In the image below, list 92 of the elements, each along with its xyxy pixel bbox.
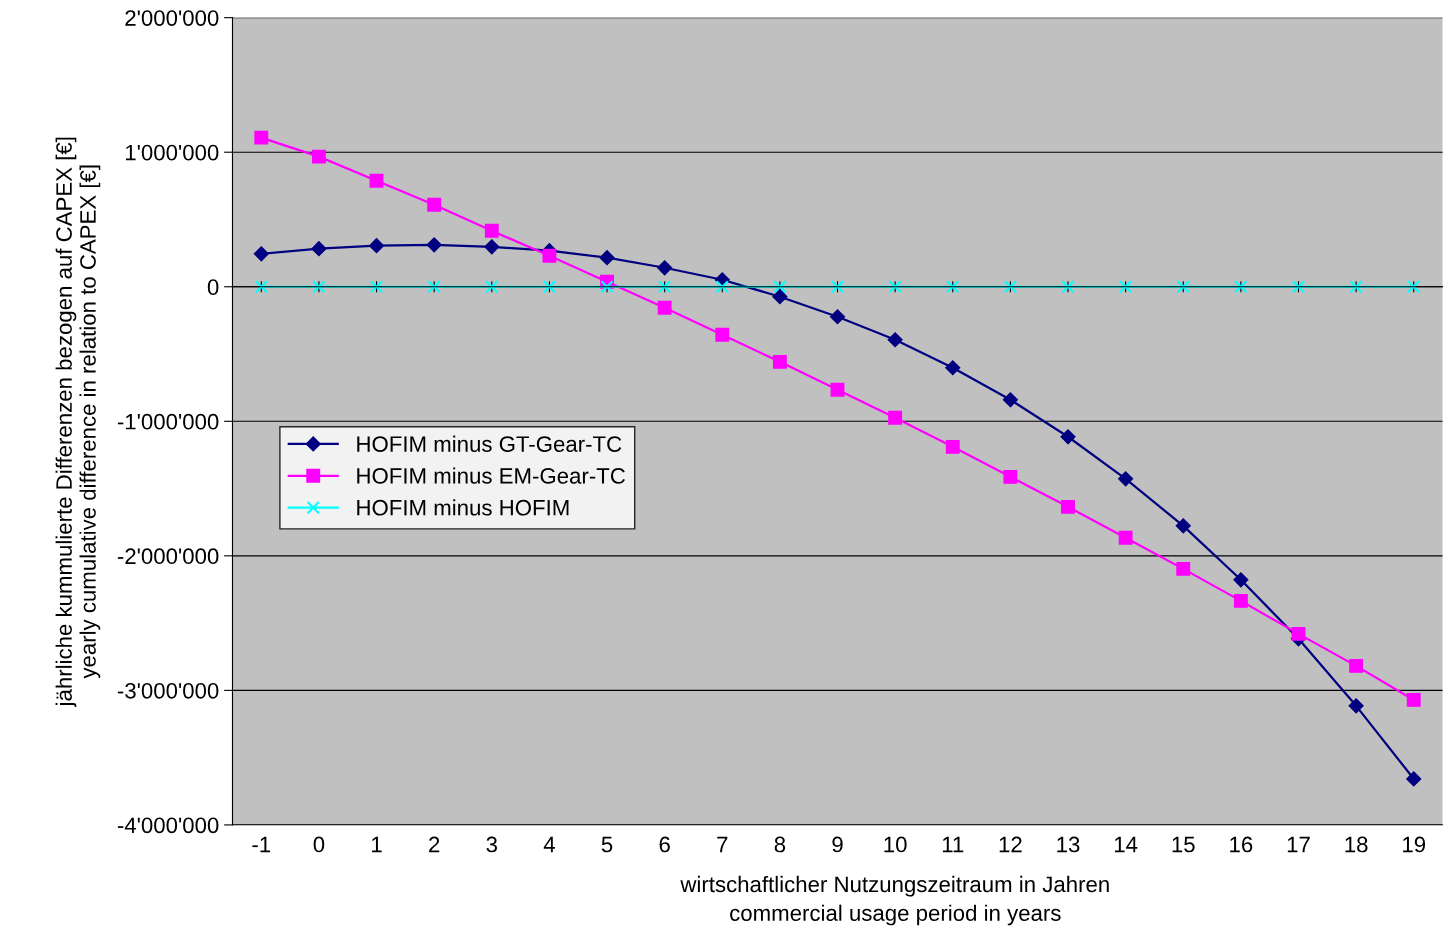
x-tick-label: 4: [543, 836, 555, 853]
point: [1061, 499, 1075, 514]
point: [1233, 593, 1248, 608]
point: [715, 327, 730, 342]
point: [427, 280, 441, 294]
point: [368, 238, 385, 254]
x-tick-label: 9: [832, 836, 843, 853]
point: [715, 280, 729, 294]
point: [484, 239, 500, 255]
point: [1060, 429, 1076, 445]
point: [657, 260, 673, 276]
point: [600, 280, 614, 294]
point: [1349, 658, 1364, 673]
point: [369, 173, 384, 188]
point: [254, 280, 268, 294]
point: [829, 309, 846, 325]
point: [1406, 771, 1422, 787]
x-tick-label: 8: [774, 836, 786, 853]
point: [1003, 280, 1017, 294]
x-tick-label: 6: [659, 836, 670, 853]
x-tick-label: 5: [601, 836, 613, 853]
point: [1348, 698, 1364, 714]
point: [311, 241, 327, 257]
point: [945, 360, 961, 376]
x-tick-label: 12: [999, 836, 1022, 853]
legend-label: HOFIM minus HOFIM: [357, 499, 569, 516]
point: [946, 280, 960, 294]
point: [888, 280, 902, 294]
y-tick-label: -2'000'000: [117, 548, 219, 565]
point: [1349, 280, 1363, 294]
x-tick-label: 17: [1287, 836, 1310, 853]
x-tick-label: 2: [429, 836, 440, 853]
point: [426, 237, 442, 253]
point: [773, 280, 787, 294]
point: [1291, 280, 1306, 294]
point: [887, 332, 903, 348]
x-tick-label: 1: [372, 836, 382, 853]
point: [369, 280, 384, 294]
point: [772, 354, 787, 369]
point: [1407, 280, 1421, 294]
x-tick-label: 0: [313, 836, 325, 853]
point: [1234, 280, 1248, 294]
x-tick-label: 11: [942, 836, 964, 853]
y-tick-label: 0: [207, 279, 219, 296]
point: [599, 250, 615, 266]
x-tick-label: -1: [252, 836, 271, 853]
point: [1118, 471, 1134, 487]
point: [888, 410, 903, 425]
point: [945, 439, 960, 454]
point: [1119, 280, 1133, 294]
y-tick-label: 1'000'000: [125, 144, 219, 161]
point: [830, 382, 845, 397]
point: [1175, 518, 1191, 534]
x-axis-title: wirtschaftlicher Nutzungszeitraum in Jahren commercial usage period in years: [680, 875, 1109, 926]
point: [657, 300, 672, 315]
point: [484, 223, 499, 238]
y-tick-label: -1'000'000: [117, 413, 219, 430]
point: [542, 280, 556, 294]
x-tick-label: 18: [1345, 836, 1368, 853]
point: [1291, 626, 1306, 641]
point: [1406, 692, 1421, 707]
point: [772, 289, 788, 305]
point: [253, 246, 269, 262]
point: [1002, 392, 1018, 408]
x-tick-label: 14: [1114, 836, 1138, 853]
point: [1003, 469, 1018, 484]
point: [1176, 280, 1190, 294]
x-tick-label: 19: [1403, 836, 1426, 853]
point: [312, 280, 326, 294]
point: [1233, 572, 1249, 588]
x-tick-label: 15: [1172, 836, 1195, 853]
point: [427, 197, 442, 212]
point: [1118, 530, 1133, 545]
point: [658, 280, 672, 294]
y-tick-label: 2'000'000: [125, 10, 219, 26]
point: [254, 130, 269, 145]
y-tick-label: -3'000'000: [117, 682, 219, 699]
x-tick-label: 7: [717, 836, 728, 853]
legend-label: HOFIM minus GT-Gear-TC: [357, 435, 622, 452]
point: [830, 280, 845, 294]
point: [1176, 561, 1191, 576]
x-tick-label: 10: [884, 836, 907, 853]
x-tick-label: 3: [486, 836, 497, 853]
point: [485, 280, 499, 294]
x-tick-label: 16: [1230, 836, 1253, 853]
point: [1061, 280, 1075, 294]
point: [311, 149, 326, 164]
legend-label: HOFIM minus EM-Gear-TC: [357, 467, 625, 484]
x-tick-label: 13: [1057, 836, 1080, 853]
point: [542, 248, 557, 263]
y-axis-title: jährliche kummulierte Differenzen bezogen auf CAPEX [€] yearly cumulative difference in relation to CAPEX [€]: [55, 137, 101, 707]
y-tick-label: -4'000'000: [117, 817, 219, 834]
